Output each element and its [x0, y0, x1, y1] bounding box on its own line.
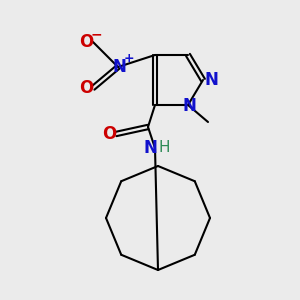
Text: N: N — [143, 139, 157, 157]
Text: N: N — [112, 58, 126, 76]
Text: N: N — [204, 71, 218, 89]
Text: −: − — [90, 27, 102, 41]
Text: O: O — [79, 33, 93, 51]
Text: O: O — [102, 125, 116, 143]
Text: H: H — [158, 140, 170, 154]
Text: O: O — [79, 79, 93, 97]
Text: +: + — [124, 52, 134, 65]
Text: N: N — [182, 97, 196, 115]
